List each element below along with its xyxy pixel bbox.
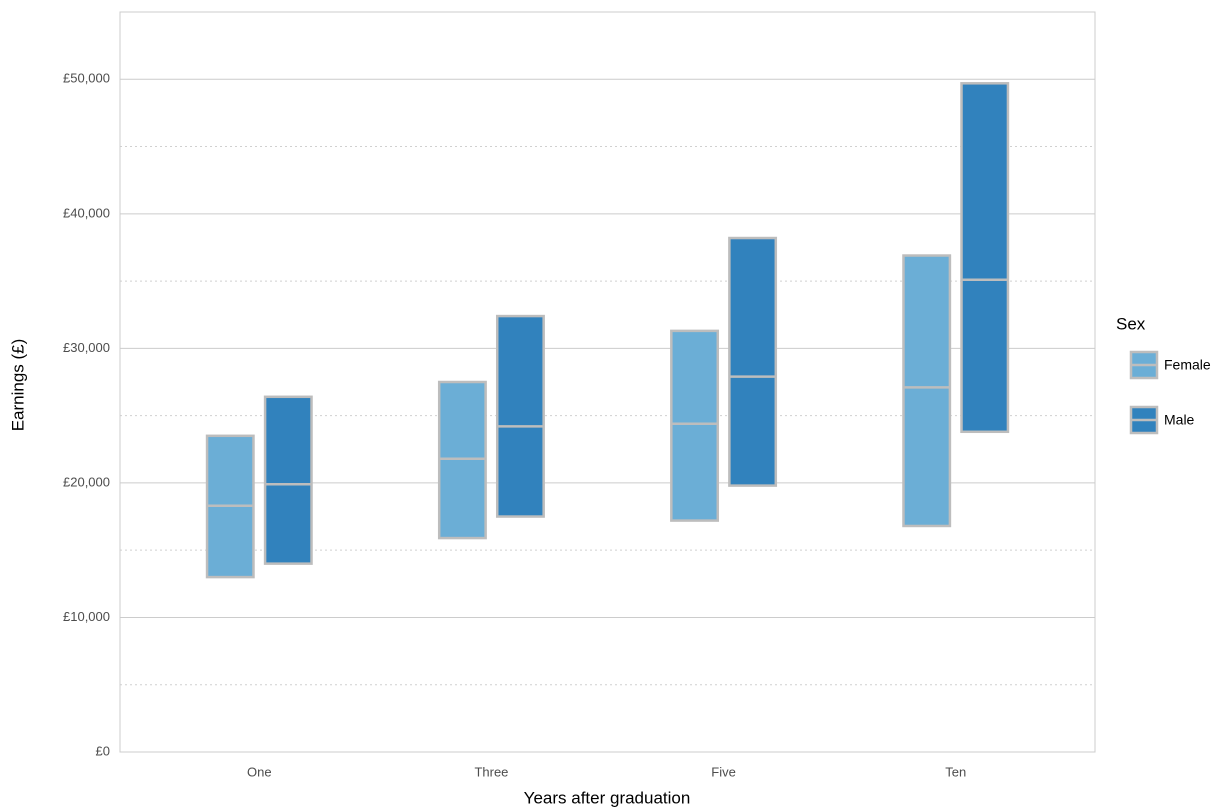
x-tick-label: Three — [474, 764, 508, 779]
y-tick-label: £20,000 — [63, 474, 110, 489]
y-tick-label: £10,000 — [63, 609, 110, 624]
legend-label: Male — [1164, 412, 1195, 428]
crossbar-box — [437, 380, 487, 540]
crossbar-box — [495, 314, 545, 518]
y-tick-label: £40,000 — [63, 205, 110, 220]
crossbar-box — [670, 329, 720, 522]
panel-border — [119, 11, 1096, 753]
x-tick-label: Ten — [945, 764, 966, 779]
crossbar-box — [902, 254, 952, 528]
legend-label: Female — [1164, 357, 1211, 373]
crossbar-box — [728, 236, 778, 487]
x-tick-label: Five — [711, 764, 736, 779]
x-axis-title: Years after graduation — [524, 788, 691, 807]
y-tick-label: £0 — [96, 743, 110, 758]
x-tick-label: One — [247, 764, 272, 779]
y-tick-label: £30,000 — [63, 340, 110, 355]
y-tick-label: £50,000 — [63, 71, 110, 86]
y-axis-title: Earnings (£) — [8, 339, 27, 432]
crossbar-box — [960, 82, 1010, 434]
legend-title: Sex — [1116, 314, 1146, 333]
crossbar-box — [263, 395, 313, 565]
